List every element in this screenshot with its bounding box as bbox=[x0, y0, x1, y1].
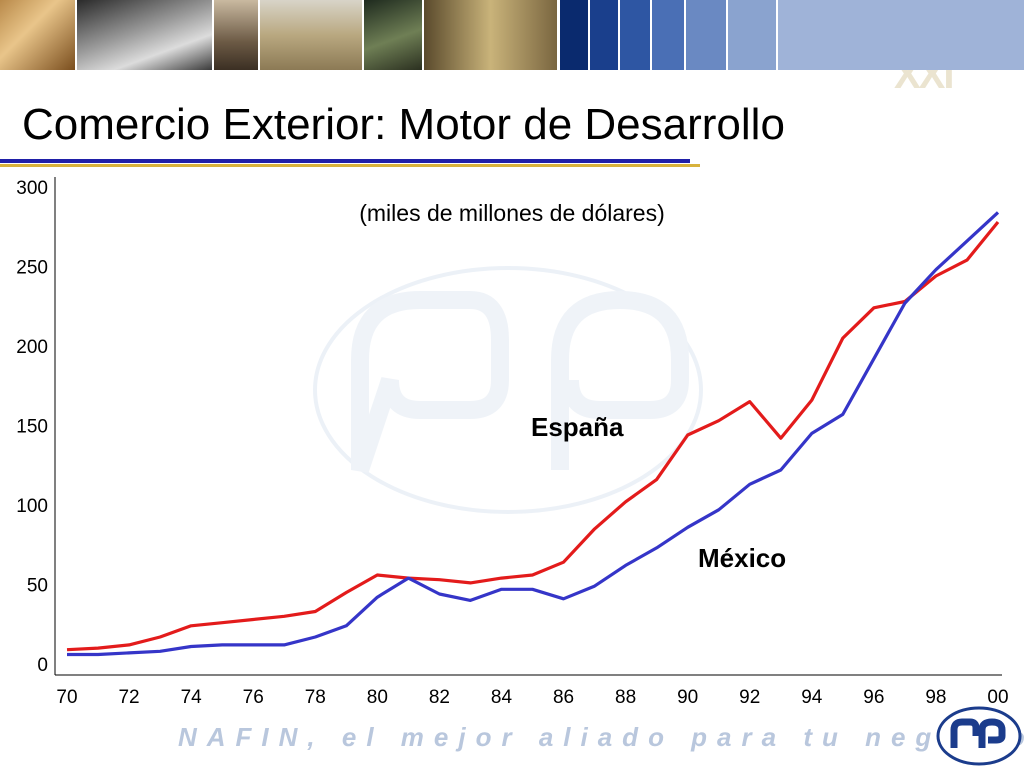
banner-stripe bbox=[620, 0, 650, 70]
banner-stripe bbox=[590, 0, 618, 70]
series-layer bbox=[66, 211, 1000, 657]
x-tick-label: 92 bbox=[739, 687, 760, 708]
banner-stripe bbox=[728, 0, 776, 70]
nafin-logo-icon bbox=[936, 706, 1022, 766]
x-tick-label: 88 bbox=[615, 687, 636, 708]
y-tick-label: 300 bbox=[16, 178, 48, 199]
series-label-espana: España bbox=[531, 412, 624, 442]
banner-photo-industry bbox=[364, 0, 422, 70]
page-title: Comercio Exterior: Motor de Desarrollo bbox=[22, 100, 785, 149]
chart-subtitle: (miles de millones de dólares) bbox=[359, 200, 665, 226]
y-tick-label: 0 bbox=[37, 655, 48, 676]
banner-photo-woman bbox=[0, 0, 75, 70]
banner-stripe bbox=[652, 0, 684, 70]
x-tick-label: 74 bbox=[181, 687, 203, 708]
chart-axes bbox=[54, 177, 1002, 676]
banner-stripe bbox=[560, 0, 588, 70]
footer-tagline: NAFIN, el mejor aliado para tu negocio bbox=[178, 722, 1024, 752]
header-banner: siglo XXI bbox=[0, 0, 1024, 97]
x-tick-label: 94 bbox=[801, 687, 823, 708]
x-tick-label: 96 bbox=[863, 687, 884, 708]
x-axis-ticks: 70 72 74 76 78 80 82 84 86 88 90 92 94 96 98 00 bbox=[56, 687, 1008, 708]
x-tick-label: 76 bbox=[243, 687, 264, 708]
y-tick-label: 100 bbox=[16, 496, 48, 517]
x-tick-label: 98 bbox=[925, 687, 946, 708]
x-tick-label: 82 bbox=[429, 687, 450, 708]
x-tick-label: 00 bbox=[987, 687, 1008, 708]
y-tick-label: 200 bbox=[16, 337, 48, 358]
y-tick-label: 150 bbox=[16, 417, 48, 438]
title-underline-blue bbox=[0, 159, 690, 163]
x-tick-label: 70 bbox=[56, 687, 77, 708]
series-line-espana bbox=[66, 220, 1000, 652]
x-tick-label: 78 bbox=[305, 687, 326, 708]
x-tick-label: 84 bbox=[491, 687, 513, 708]
watermark-logo-icon bbox=[313, 266, 703, 514]
x-tick-label: 86 bbox=[553, 687, 574, 708]
series-label-mexico: México bbox=[698, 543, 786, 573]
banner-photo-laptop bbox=[260, 0, 362, 70]
x-tick-label: 80 bbox=[367, 687, 388, 708]
banner-stripe bbox=[686, 0, 726, 70]
x-tick-label: 72 bbox=[118, 687, 139, 708]
y-tick-label: 250 bbox=[16, 258, 48, 279]
y-tick-label: 50 bbox=[27, 576, 48, 597]
x-tick-label: 90 bbox=[677, 687, 698, 708]
banner-stripe bbox=[778, 0, 1024, 70]
title-underline-gold bbox=[0, 164, 700, 167]
y-axis-ticks: 0 50 100 150 200 250 300 bbox=[16, 178, 48, 676]
series-line-mexico bbox=[67, 211, 1000, 657]
banner-photo-phone bbox=[214, 0, 258, 70]
banner-photo-machinery bbox=[77, 0, 212, 70]
